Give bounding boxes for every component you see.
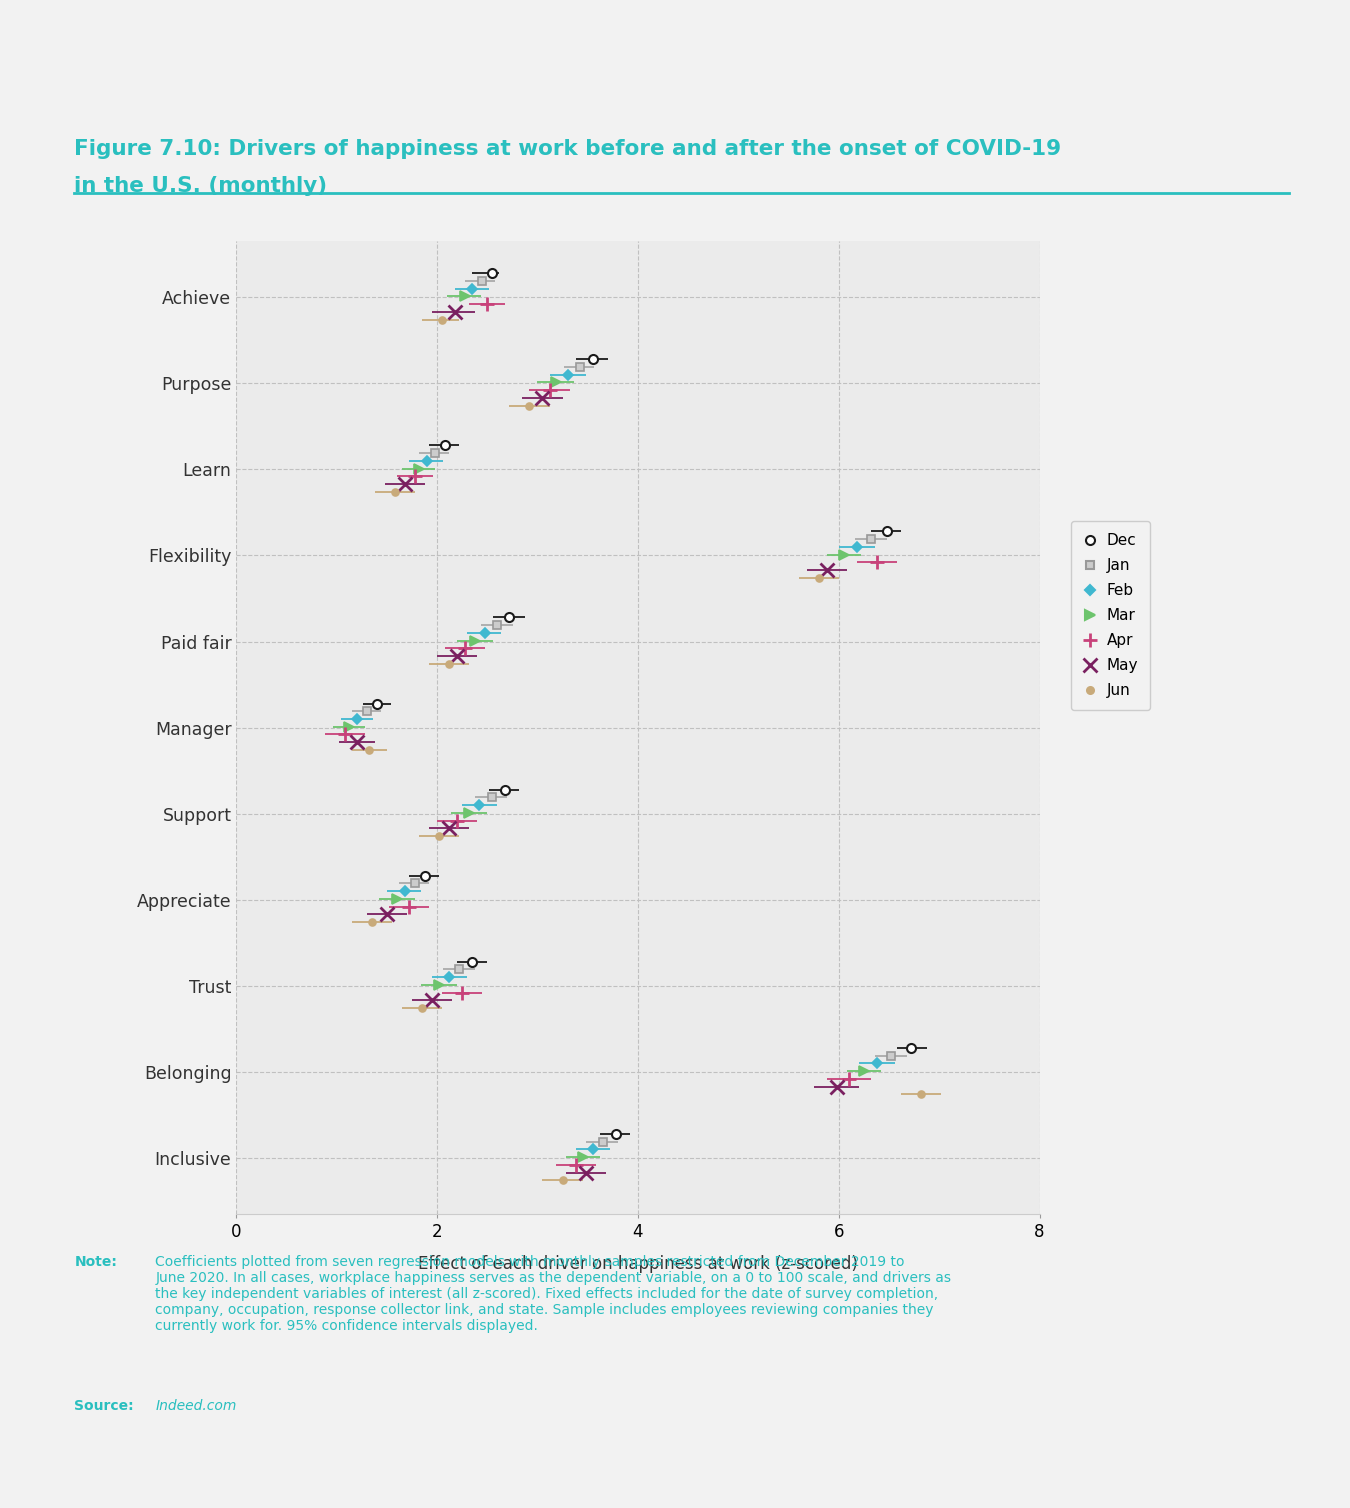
Text: Figure 7.10: Drivers of happiness at work before and after the onset of COVID-19: Figure 7.10: Drivers of happiness at wor… — [74, 139, 1061, 158]
X-axis label: Effect of each driver on happiness at work (z-scored): Effect of each driver on happiness at wo… — [418, 1255, 857, 1273]
Text: in the U.S. (monthly): in the U.S. (monthly) — [74, 176, 327, 196]
Text: Coefficients plotted from seven regression models with monthly samples restricte: Coefficients plotted from seven regressi… — [155, 1255, 952, 1333]
Text: Indeed.com: Indeed.com — [155, 1399, 236, 1413]
Text: Source:: Source: — [74, 1399, 134, 1413]
Legend: Dec, Jan, Feb, Mar, Apr, May, Jun: Dec, Jan, Feb, Mar, Apr, May, Jun — [1072, 522, 1150, 710]
Text: Note:: Note: — [74, 1255, 117, 1268]
